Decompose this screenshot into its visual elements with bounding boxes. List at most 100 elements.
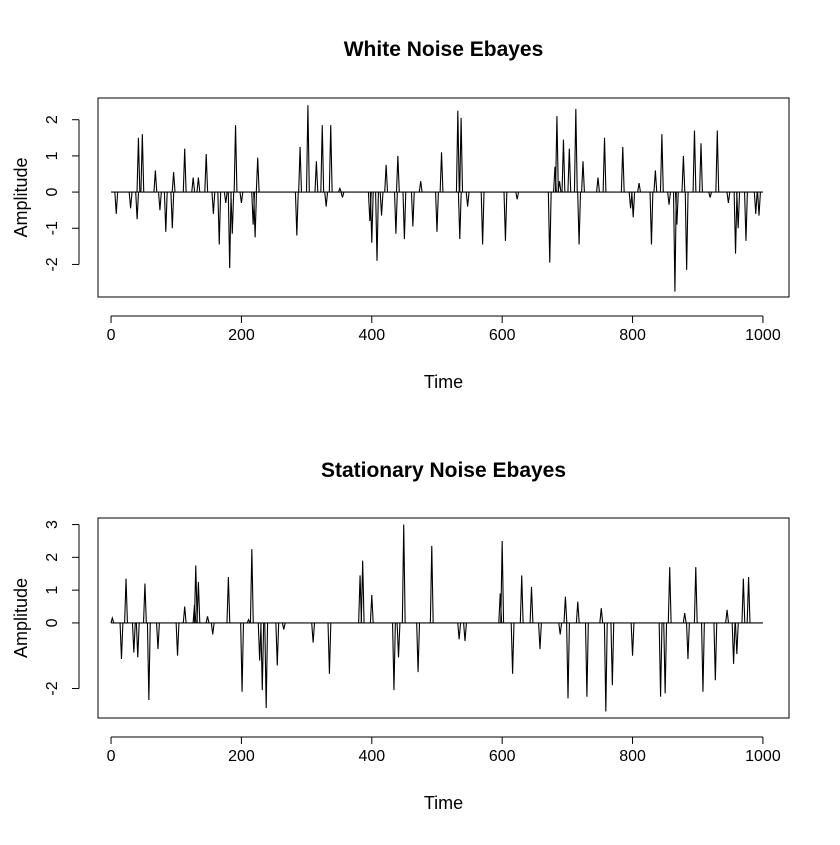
series-spike xyxy=(211,192,216,214)
series-spike xyxy=(260,622,265,691)
series-spike xyxy=(140,134,145,193)
series-spike xyxy=(392,622,396,691)
series-spike xyxy=(337,186,342,193)
series-spike xyxy=(667,192,671,205)
series-spike xyxy=(410,192,415,227)
series-spike xyxy=(693,567,698,623)
series-spike xyxy=(379,192,384,216)
series-spike xyxy=(510,622,515,674)
x-tick-label: 400 xyxy=(358,327,385,344)
series-spike xyxy=(305,105,310,193)
x-tick-label: 0 xyxy=(107,327,116,344)
series-spike xyxy=(131,622,136,653)
y-tick-label: 2 xyxy=(44,553,61,562)
series-spike xyxy=(658,622,663,697)
series-spike xyxy=(746,576,751,623)
series-spike xyxy=(734,622,739,655)
chart-panel-1: White Noise Ebayes 0 200 400 600 800 1000 -2 -1 0… xyxy=(11,38,790,392)
series-spike xyxy=(157,192,162,211)
series-spike xyxy=(369,595,374,623)
series-spike xyxy=(457,192,462,240)
series-spike xyxy=(630,622,635,656)
series-spike xyxy=(136,137,141,193)
series-spike xyxy=(744,192,748,241)
x-tick-label: 0 xyxy=(107,748,116,765)
series-spike xyxy=(667,567,672,623)
y-axis-label: Amplitude xyxy=(11,157,31,237)
x-tick-label: 600 xyxy=(489,748,516,765)
series-spike xyxy=(393,192,398,234)
series-spike xyxy=(240,622,245,692)
series-spike xyxy=(757,192,761,216)
series-spike xyxy=(686,622,690,660)
series-spike xyxy=(538,622,542,650)
series-spike xyxy=(465,192,470,207)
series-spike xyxy=(114,192,119,214)
series-spike xyxy=(360,560,365,623)
series-spike xyxy=(163,192,168,232)
series-spike xyxy=(110,615,115,624)
x-tick-label: 1000 xyxy=(745,748,781,765)
series-spike xyxy=(255,157,260,193)
series-spike xyxy=(561,139,566,193)
series-spike xyxy=(153,170,158,193)
series-spike xyxy=(500,540,505,623)
series-spike xyxy=(713,622,718,681)
series-spike xyxy=(715,130,720,193)
series-spike xyxy=(603,622,608,712)
series-spike xyxy=(142,583,147,623)
y-tick-label: -2 xyxy=(44,257,61,271)
x-tick-label: 800 xyxy=(619,748,646,765)
x-tick-label: 1000 xyxy=(745,327,781,344)
y-tick-label: 0 xyxy=(44,188,61,197)
series-spike xyxy=(239,192,244,203)
plot-frame xyxy=(97,517,790,719)
series-spike xyxy=(599,608,604,623)
plot-frame xyxy=(97,97,790,298)
series-spike xyxy=(741,578,746,623)
series-spike xyxy=(340,191,345,198)
series-spike xyxy=(205,616,210,624)
series-spike xyxy=(674,192,679,225)
series-spike xyxy=(753,192,758,214)
series-spike xyxy=(402,192,407,240)
series-spike xyxy=(210,622,215,635)
series-spike xyxy=(567,148,572,193)
series-spike xyxy=(246,618,251,624)
series-spike xyxy=(577,192,582,245)
series-spike xyxy=(480,192,485,245)
series-spike xyxy=(566,622,570,699)
series-spike xyxy=(193,565,198,623)
series-spike xyxy=(264,622,269,709)
x-tick-label: 800 xyxy=(619,327,646,344)
series-spike xyxy=(503,192,508,241)
series-spike xyxy=(396,622,401,658)
series-spike xyxy=(581,161,585,193)
series-spike xyxy=(584,622,589,697)
x-tick-label: 400 xyxy=(358,748,385,765)
series-spike xyxy=(253,192,258,238)
series-spike xyxy=(596,177,600,193)
series-spike xyxy=(699,143,703,193)
series-spike xyxy=(692,130,697,193)
series-spike xyxy=(557,181,562,193)
series-spike xyxy=(653,170,658,193)
series-spike xyxy=(439,152,444,193)
series-spike xyxy=(196,177,201,193)
series-spike xyxy=(226,576,231,623)
series-spike xyxy=(515,191,520,200)
series-spike xyxy=(610,622,615,686)
series-spike xyxy=(435,192,439,232)
series-spike xyxy=(327,622,332,674)
series-spike xyxy=(314,161,319,193)
y-tick-label: 2 xyxy=(44,115,61,124)
series-spike xyxy=(529,586,534,623)
series-spike xyxy=(170,192,175,229)
series-spike xyxy=(602,137,607,193)
y-axis-label: Amplitude xyxy=(11,578,31,658)
series-spike xyxy=(684,192,689,270)
series-spike xyxy=(563,596,568,623)
series-spike xyxy=(725,609,730,623)
series-spike xyxy=(547,192,552,263)
